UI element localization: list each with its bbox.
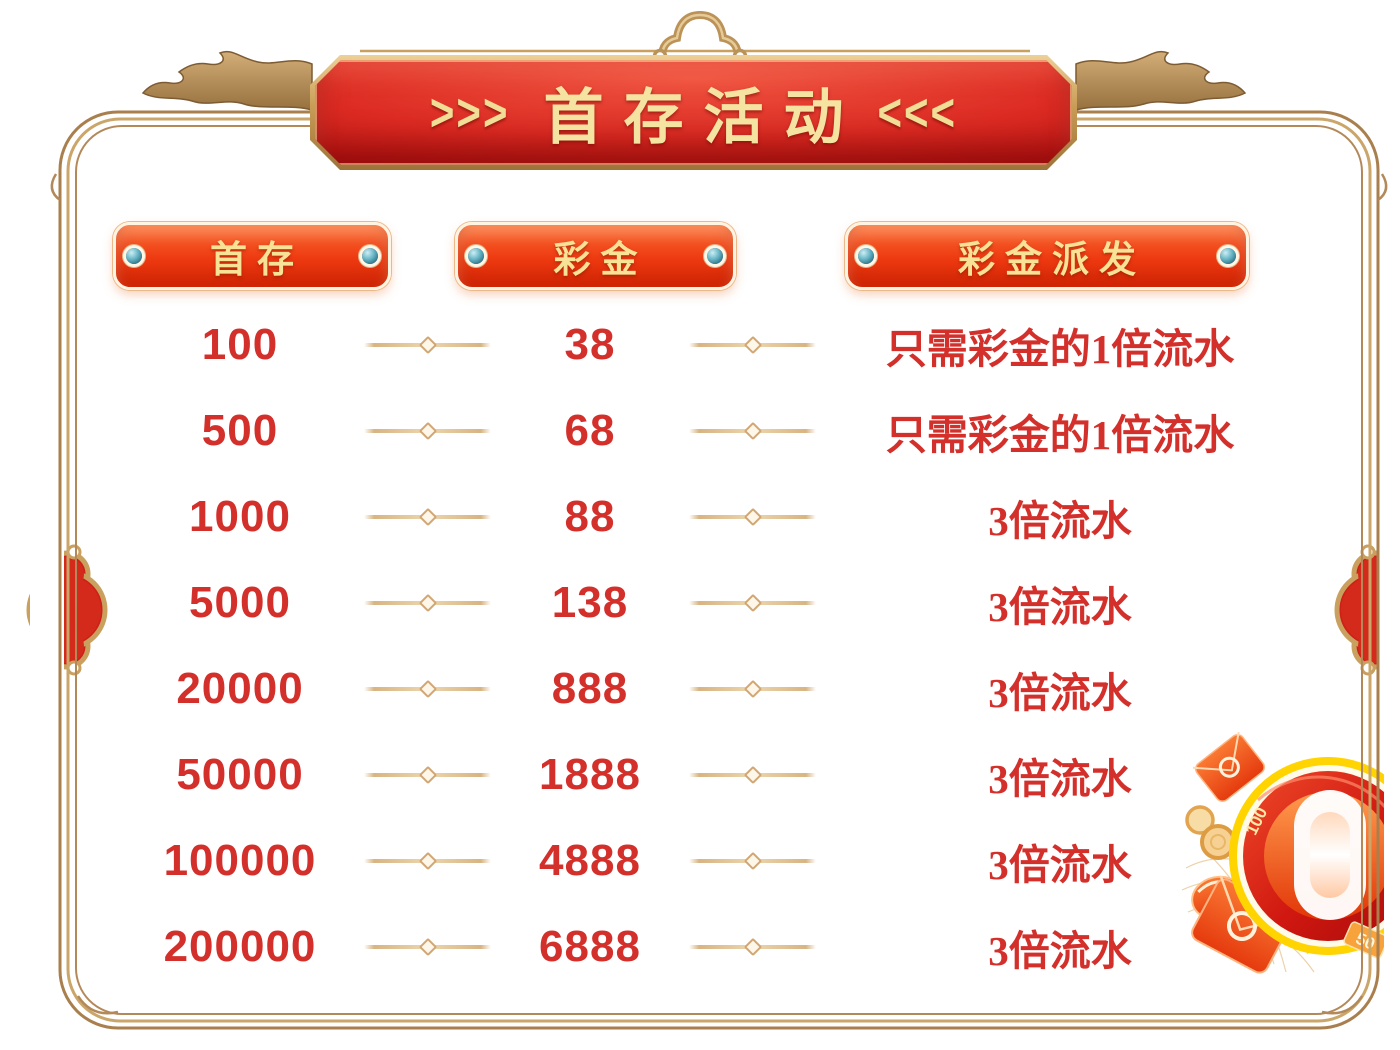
title-arrows-right: <<< [877, 82, 958, 142]
pin-icon [707, 248, 723, 264]
deposit-table: 100 38 只需彩金的1倍流水 500 68 只需彩金的1倍流水 1000 8… [130, 302, 1290, 990]
bonus-value: 138 [551, 578, 629, 627]
pin-icon [362, 248, 378, 264]
deposit-value: 100 [201, 320, 279, 369]
deposit-value: 1000 [189, 492, 291, 541]
cloud-ornament-right [1334, 544, 1400, 676]
payout-value: 3倍流水 [988, 498, 1132, 544]
header-label: 彩金派发 [958, 240, 1146, 281]
bonus-value: 4888 [539, 836, 641, 885]
header-bonus: 彩金 [455, 222, 736, 290]
title-arrows-left: >>> [429, 82, 510, 142]
prize-decoration: 100 50 [1181, 731, 1384, 974]
hanger-icon [360, 10, 1030, 64]
divider-line [364, 515, 491, 519]
title-banner: >>> 首存活动 <<< [310, 55, 1077, 170]
divider-line [689, 859, 816, 863]
bonus-value: 88 [564, 492, 616, 541]
pin-icon [1220, 248, 1236, 264]
header-first-deposit: 首存 [113, 222, 391, 290]
table-row: 500 68 只需彩金的1倍流水 [130, 388, 1290, 474]
payout-value: 3倍流水 [988, 756, 1132, 802]
divider-line [689, 515, 816, 519]
deposit-value: 100000 [163, 836, 317, 885]
deposit-value: 5000 [189, 578, 291, 627]
pin-icon [858, 248, 874, 264]
divider-line [689, 601, 816, 605]
title-banner-panel: >>> 首存活动 <<< [315, 60, 1072, 165]
divider-line [689, 343, 816, 347]
page-title: 首存活动 [543, 85, 864, 151]
table-row: 200000 6888 3倍流水 [130, 904, 1290, 990]
corner-curl-ornaments [50, 173, 1388, 1015]
divider-line [364, 945, 491, 949]
header-bonus-payout: 彩金派发 [845, 222, 1249, 290]
bonus-value: 1888 [539, 750, 641, 799]
flame-ornament-right [1075, 50, 1247, 112]
payout-value: 3倍流水 [988, 670, 1132, 716]
bonus-value: 6888 [539, 922, 641, 971]
deposit-value: 500 [201, 406, 279, 455]
flame-ornament-left [141, 50, 313, 112]
divider-line [364, 859, 491, 863]
table-row: 50000 1888 3倍流水 [130, 732, 1290, 818]
table-row: 100000 4888 3倍流水 [130, 818, 1290, 904]
header-label: 彩金 [553, 240, 648, 281]
bonus-value: 68 [564, 406, 616, 455]
deposit-value: 50000 [176, 750, 304, 799]
payout-value: 3倍流水 [988, 842, 1132, 888]
table-row: 20000 888 3倍流水 [130, 646, 1290, 732]
divider-line [689, 773, 816, 777]
divider-line [364, 429, 491, 433]
divider-line [364, 601, 491, 605]
pin-icon [126, 248, 142, 264]
bonus-value: 38 [564, 320, 616, 369]
payout-value: 3倍流水 [988, 584, 1132, 630]
payout-value: 只需彩金的1倍流水 [885, 326, 1235, 372]
pin-icon [468, 248, 484, 264]
divider-line [689, 687, 816, 691]
table-row: 5000 138 3倍流水 [130, 560, 1290, 646]
header-label: 首存 [210, 240, 304, 281]
divider-line [689, 429, 816, 433]
deposit-value: 20000 [176, 664, 304, 713]
payout-value: 3倍流水 [988, 928, 1132, 974]
payout-value: 只需彩金的1倍流水 [885, 412, 1235, 458]
divider-line [689, 945, 816, 949]
table-row: 1000 88 3倍流水 [130, 474, 1290, 560]
divider-line [364, 343, 491, 347]
table-row: 100 38 只需彩金的1倍流水 [130, 302, 1290, 388]
prize-chip-icon: 100 50 [1229, 757, 1384, 959]
divider-line [364, 687, 491, 691]
bonus-value: 888 [551, 664, 629, 713]
red-envelope-icon [1192, 731, 1265, 802]
divider-line [364, 773, 491, 777]
deposit-value: 200000 [163, 922, 317, 971]
